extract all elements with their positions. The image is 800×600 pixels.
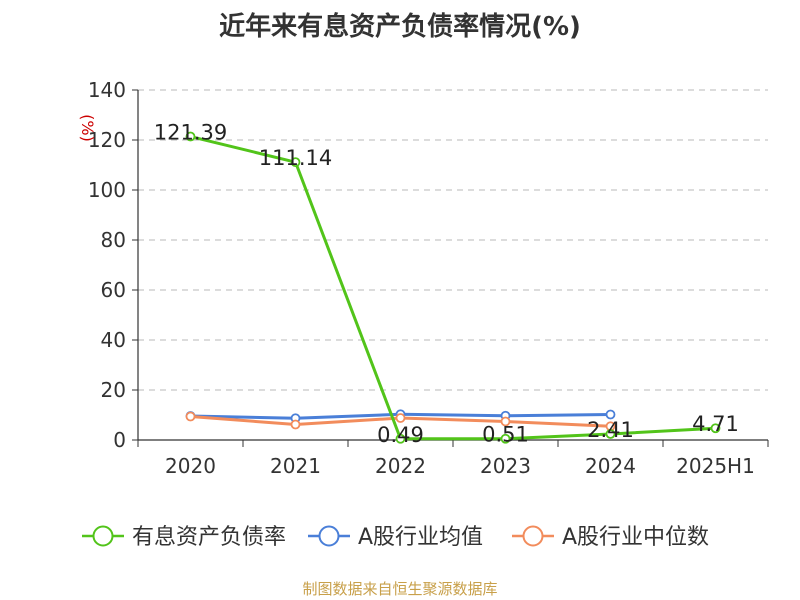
x-tick-label: 2023 xyxy=(480,454,531,478)
data-label: 4.71 xyxy=(692,412,739,436)
x-tick-label: 2022 xyxy=(375,454,426,478)
legend-item: 有息资产负债率 xyxy=(82,525,286,550)
source-note: 制图数据来自恒生聚源数据库 xyxy=(302,580,498,598)
data-point xyxy=(500,433,511,444)
data-label-layer: 121.39 111.14 0.49 0.51 2.41 4.71 xyxy=(154,121,739,447)
data-label: 0.51 xyxy=(482,423,529,447)
series-layer xyxy=(185,131,721,444)
data-point xyxy=(395,433,406,444)
x-tick-label: 2020 xyxy=(165,454,216,478)
y-axis-label: (%) xyxy=(78,114,97,142)
y-tick-label: 0 xyxy=(113,428,126,452)
legend-label: A股行业中位数 xyxy=(562,525,709,550)
x-tick-label: 2025H1 xyxy=(676,454,755,478)
y-tick-label: 20 xyxy=(101,378,126,402)
legend-label: A股行业均值 xyxy=(358,525,483,550)
x-tick-label: 2021 xyxy=(270,454,321,478)
data-label: 0.49 xyxy=(377,423,424,447)
data-point xyxy=(185,131,196,142)
legend-item: A股行业均值 xyxy=(308,525,483,550)
y-tick-label: 40 xyxy=(101,328,126,352)
data-point xyxy=(290,419,301,430)
legend-marker xyxy=(92,525,114,547)
y-tick-label: 60 xyxy=(101,278,126,302)
legend-marker xyxy=(522,525,544,547)
legend-marker xyxy=(318,525,340,547)
y-tick-label: 100 xyxy=(88,178,126,202)
data-point xyxy=(605,409,616,420)
y-tick-label: 140 xyxy=(88,78,126,102)
data-point xyxy=(290,157,301,168)
chart-title: 近年来有息资产负债率情况(%) xyxy=(219,12,581,42)
data-point xyxy=(500,416,511,427)
series-line xyxy=(190,135,716,441)
legend-label: 有息资产负债率 xyxy=(132,525,286,550)
data-point xyxy=(395,413,406,423)
axis-layer: 0 20 40 60 80 100 120 140 (%) 2020 2021 2022 2023 202… xyxy=(78,78,769,478)
grid-layer xyxy=(138,89,768,391)
data-label: 121.39 xyxy=(154,121,227,145)
data-point xyxy=(710,423,721,434)
legend-item: A股行业中位数 xyxy=(512,525,709,550)
data-label: 111.14 xyxy=(259,146,332,170)
x-tick-label: 2024 xyxy=(585,454,636,478)
y-tick-label: 120 xyxy=(88,128,126,152)
data-point xyxy=(605,429,616,439)
data-label: 2.41 xyxy=(587,418,634,442)
legend: 有息资产负债率 A股行业均值 A股行业中位数 xyxy=(82,525,709,550)
data-point xyxy=(185,411,196,422)
y-tick-label: 80 xyxy=(101,228,126,252)
